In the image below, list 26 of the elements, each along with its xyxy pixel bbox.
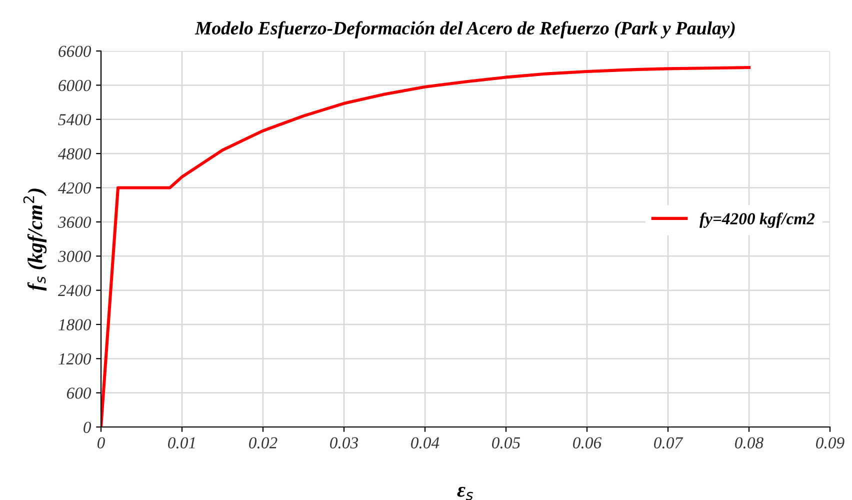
y-tick-label: 5400 — [58, 114, 92, 126]
y-tick-label: 2400 — [58, 284, 92, 296]
x-axis-title: ε$_{s}$ — [457, 486, 473, 500]
x-tick-label: 0.08 — [735, 437, 764, 449]
x-tick-label: 0.03 — [330, 437, 358, 449]
y-tick-label: 6000 — [58, 80, 92, 92]
x-tick-label: 0.07 — [654, 437, 684, 449]
legend-label: fy=4200 kgf/cm2 — [700, 212, 815, 228]
x-tick-label: 0.02 — [249, 437, 278, 449]
y-tick-label: 600 — [66, 388, 92, 399]
y-tick-label: 3600 — [58, 216, 92, 228]
y-tick-label: 0 — [84, 422, 92, 433]
x-tick-label: 0 — [97, 437, 105, 448]
y-tick-label: 1200 — [58, 353, 92, 365]
chart-title: Modelo Esfuerzo-Deformación del Acero de Refuerzo (Park y Paulay) — [194, 21, 735, 38]
y-tick-label: 3000 — [58, 250, 92, 262]
y-tick-label: 4200 — [58, 182, 92, 194]
x-tick-label: 0.05 — [492, 437, 520, 449]
x-tick-label: 0.04 — [411, 437, 440, 449]
x-tick-label: 0.01 — [168, 437, 195, 449]
x-tick-label: 0.06 — [573, 437, 602, 449]
y-tick-label: 6600 — [58, 46, 92, 57]
y-axis-title: f$_{s}$ (kgf/cm$^{2}$) — [23, 188, 47, 291]
y-tick-label: 4800 — [58, 148, 92, 160]
y-tick-label: 1800 — [58, 319, 92, 330]
x-tick-label: 0.09 — [816, 437, 844, 449]
